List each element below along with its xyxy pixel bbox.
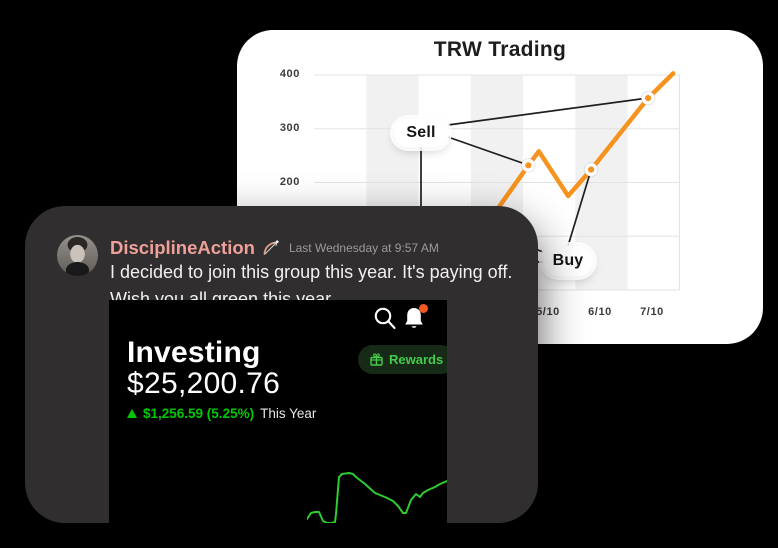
- portfolio-balance: $25,200.76: [127, 367, 281, 400]
- up-triangle-icon: [127, 409, 137, 418]
- bell-icon[interactable]: [401, 304, 428, 333]
- gain-amount: $1,256.59 (5.25%): [143, 406, 255, 421]
- x-axis-tick: 6/10: [588, 306, 612, 318]
- gain-period: This Year: [260, 406, 317, 421]
- app-section-title: Investing: [127, 336, 261, 369]
- sell-callout-label: Sell: [406, 124, 436, 141]
- investing-app-screenshot: Investing Rewards $25,200.76 $1,256.59 (…: [109, 300, 447, 523]
- username[interactable]: DisciplineAction: [110, 237, 255, 258]
- y-axis-tick: 400: [279, 68, 300, 80]
- gift-icon: [370, 353, 383, 366]
- message-header: DisciplineAction Last Wednesday at 9:57 …: [110, 237, 439, 259]
- notification-dot: [419, 304, 428, 313]
- gain-row: $1,256.59 (5.25%) This Year: [127, 406, 316, 421]
- chart-title: TRW Trading: [433, 38, 567, 61]
- buy-callout-label: Buy: [552, 252, 584, 269]
- y-axis-tick: 200: [279, 176, 300, 188]
- discord-message-card: DisciplineAction Last Wednesday at 9:57 …: [25, 206, 538, 523]
- message-text-line: I decided to join this group this year. …: [110, 262, 513, 282]
- rewards-label: Rewards: [389, 352, 444, 367]
- x-axis-tick: 5/10: [536, 306, 560, 318]
- bow-and-arrow-emoji-icon: [263, 239, 279, 255]
- y-axis-tick: 300: [279, 122, 300, 134]
- message-timestamp: Last Wednesday at 9:57 AM: [288, 241, 439, 255]
- portfolio-sparkline: [307, 471, 447, 523]
- buy-callout: Buy: [543, 246, 593, 276]
- search-icon[interactable]: [372, 305, 398, 332]
- x-axis-tick: 7/10: [640, 306, 664, 318]
- rewards-button[interactable]: Rewards: [358, 345, 447, 374]
- sell-callout: Sell: [394, 119, 448, 147]
- avatar[interactable]: [57, 235, 98, 276]
- annotation-connector-lines: [420, 97, 649, 263]
